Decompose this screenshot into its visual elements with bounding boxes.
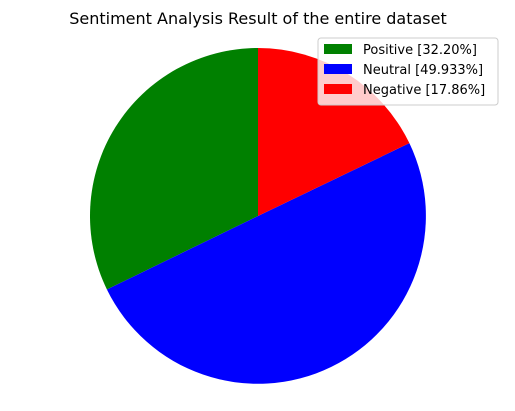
pie-slice-positive [89,48,258,290]
legend-label-neutral: Neutral [49.933%] [363,63,483,78]
legend: Positive [32.20%] Neutral [49.933%] Negati… [317,37,499,106]
legend-frame [317,37,499,106]
legend-swatch-neutral [324,64,352,74]
legend-label-negative: Negative [17.86%] [363,83,485,98]
pie-slices [89,48,426,384]
pie-slice-neutral [106,143,426,384]
legend-swatch-negative [324,84,352,94]
legend-label-positive: Positive [32.20%] [363,43,477,58]
legend-swatch-positive [324,44,352,54]
pie-slice-negative [258,48,410,216]
chart-title: Sentiment Analysis Result of the entire … [69,9,447,28]
